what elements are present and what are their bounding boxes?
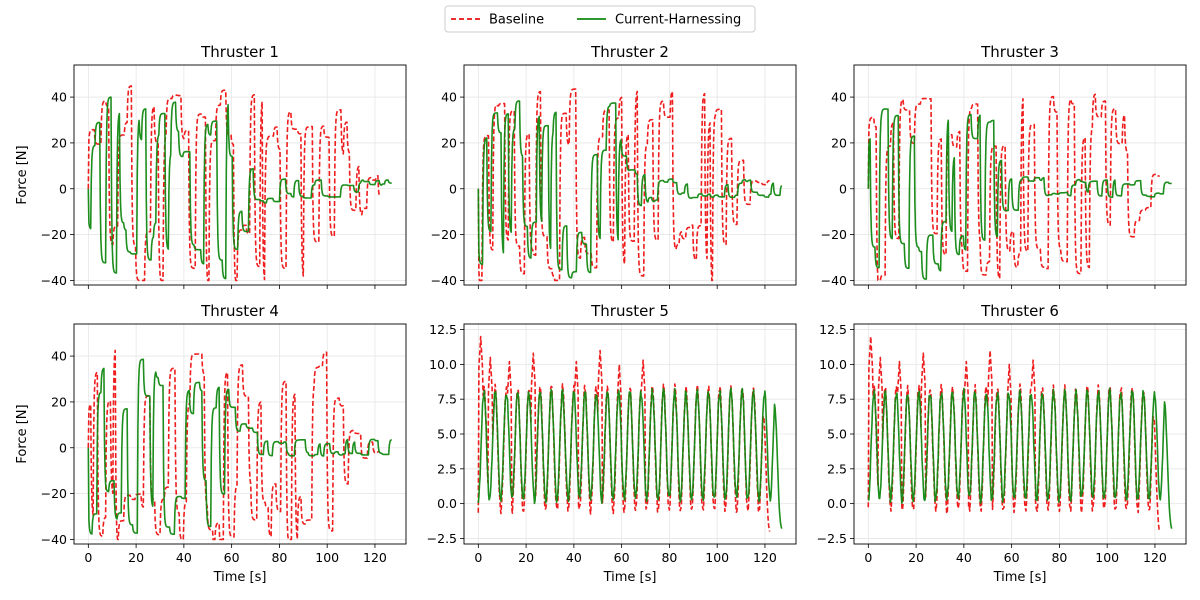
y-tick-label: 40 bbox=[51, 90, 67, 105]
axes-frame bbox=[463, 64, 797, 286]
subplot-5: 0 20 40 60 80 100 120 −2.5 0.0 2.5 5.0 7.5 10.0 12.5 T… bbox=[427, 302, 797, 585]
x-tick-label: 120 bbox=[753, 550, 777, 565]
y-tick-label: 5.0 bbox=[437, 427, 457, 442]
series-current-harnessing-line bbox=[87, 96, 392, 280]
y-tick-label: 5.0 bbox=[827, 427, 847, 442]
subplot-6: 0 20 40 60 80 100 120 −2.5 0.0 2.5 5.0 7.5 10.0 12.5 T… bbox=[817, 302, 1187, 585]
y-tick-label: −2.5 bbox=[817, 531, 847, 546]
y-tick-label: 12.5 bbox=[819, 322, 847, 337]
y-tick-label: −40 bbox=[431, 273, 457, 288]
y-tick-label: 0 bbox=[59, 181, 67, 196]
x-axis-label: Time [s] bbox=[603, 570, 657, 585]
y-tick-label: −2.5 bbox=[427, 531, 457, 546]
y-tick-label: 40 bbox=[51, 349, 67, 364]
y-tick-label: 40 bbox=[831, 90, 847, 105]
y-tick-label: 20 bbox=[51, 394, 67, 409]
y-tick-label: −20 bbox=[431, 227, 457, 242]
series-current-harnessing-line bbox=[867, 108, 1172, 280]
series-current-harnessing-line bbox=[477, 387, 783, 529]
x-tick-label: 0 bbox=[864, 550, 872, 565]
x-axis-label: Time [s] bbox=[993, 570, 1047, 585]
x-tick-label: 40 bbox=[566, 550, 582, 565]
y-tick-label: 7.5 bbox=[437, 392, 457, 407]
axes-frame bbox=[73, 64, 407, 286]
y-tick-label: 20 bbox=[441, 135, 457, 150]
y-tick-label: 10.0 bbox=[429, 357, 457, 372]
y-tick-label: 0 bbox=[839, 181, 847, 196]
series-baseline-line bbox=[87, 85, 381, 282]
y-tick-label: −40 bbox=[41, 532, 67, 547]
subplot-2: −40 −20 0 20 40 Thruster 2 bbox=[431, 43, 797, 289]
y-tick-label: 0.0 bbox=[827, 496, 847, 511]
subplot-title: Thruster 3 bbox=[980, 43, 1059, 61]
x-axis-label: Time [s] bbox=[213, 570, 267, 585]
series-current-harnessing-line bbox=[867, 387, 1173, 529]
y-tick-label: 20 bbox=[51, 135, 67, 150]
y-tick-label: 2.5 bbox=[827, 461, 847, 476]
y-tick-label: 7.5 bbox=[827, 392, 847, 407]
legend-baseline-label: Baseline bbox=[489, 13, 544, 28]
y-axis-label: Force [N] bbox=[15, 404, 30, 463]
x-tick-label: 60 bbox=[224, 550, 240, 565]
x-tick-label: 120 bbox=[1143, 550, 1167, 565]
x-tick-label: 100 bbox=[705, 550, 729, 565]
subplot-title: Thruster 5 bbox=[590, 302, 669, 320]
axes-frame bbox=[73, 323, 407, 545]
y-tick-label: −40 bbox=[821, 273, 847, 288]
y-tick-label: −20 bbox=[41, 227, 67, 242]
subplot-title: Thruster 4 bbox=[200, 302, 279, 320]
x-tick-label: 20 bbox=[908, 550, 924, 565]
x-tick-label: 80 bbox=[1051, 550, 1067, 565]
subplot-title: Thruster 2 bbox=[590, 43, 669, 61]
x-tick-label: 80 bbox=[661, 550, 677, 565]
y-tick-label: −40 bbox=[41, 273, 67, 288]
y-tick-label: 2.5 bbox=[437, 461, 457, 476]
subplot-1: −40 −20 0 20 40 Thruster 1 Force [N] bbox=[15, 43, 407, 289]
axes-frame bbox=[853, 64, 1187, 286]
x-tick-label: 40 bbox=[176, 550, 192, 565]
y-tick-label: 0 bbox=[449, 181, 457, 196]
x-tick-label: 20 bbox=[518, 550, 534, 565]
x-tick-label: 20 bbox=[128, 550, 144, 565]
series-current-harnessing-line bbox=[477, 100, 783, 279]
x-tick-label: 100 bbox=[1095, 550, 1119, 565]
x-tick-label: 60 bbox=[1004, 550, 1020, 565]
x-tick-label: 100 bbox=[315, 550, 339, 565]
x-tick-label: 60 bbox=[614, 550, 630, 565]
legend-current-label: Current-Harnessing bbox=[615, 13, 741, 28]
x-tick-label: 0 bbox=[84, 550, 92, 565]
subplot-grid: −40 −20 0 20 40 Thruster 1 Force [N] −40 −20 0 20 4… bbox=[15, 43, 1187, 585]
x-tick-label: 120 bbox=[363, 550, 387, 565]
y-tick-label: 20 bbox=[831, 135, 847, 150]
series-baseline-line bbox=[477, 88, 770, 282]
subplot-4: 0 20 40 60 80 100 120 −40 −20 0 20 40 Thruster 4 Time… bbox=[15, 302, 407, 585]
subplot-title: Thruster 6 bbox=[980, 302, 1059, 320]
subplot-3: −40 −20 0 20 40 Thruster 3 bbox=[821, 43, 1187, 289]
legend: Baseline Current-Harnessing bbox=[444, 5, 756, 33]
y-tick-label: 10.0 bbox=[819, 357, 847, 372]
subplot-title: Thruster 1 bbox=[200, 43, 279, 61]
y-axis-label: Force [N] bbox=[15, 145, 30, 204]
y-tick-label: −20 bbox=[41, 486, 67, 501]
y-tick-label: 0 bbox=[59, 440, 67, 455]
y-tick-label: 12.5 bbox=[429, 322, 457, 337]
series-current-harnessing-line bbox=[87, 358, 392, 535]
x-tick-label: 0 bbox=[474, 550, 482, 565]
y-tick-label: 0.0 bbox=[437, 496, 457, 511]
x-tick-label: 80 bbox=[271, 550, 287, 565]
y-tick-label: 40 bbox=[441, 90, 457, 105]
x-tick-label: 40 bbox=[956, 550, 972, 565]
y-tick-label: −20 bbox=[821, 227, 847, 242]
